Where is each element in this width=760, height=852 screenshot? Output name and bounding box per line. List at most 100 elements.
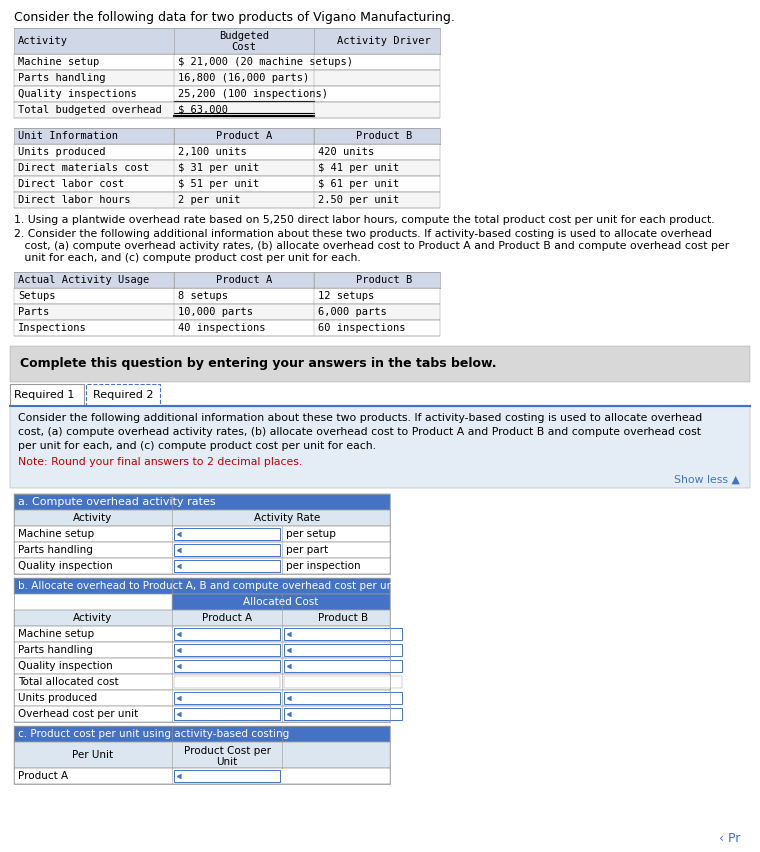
Bar [14, 494, 390, 510]
Text: Total budgeted overhead: Total budgeted overhead [18, 105, 162, 115]
Bar [14, 160, 440, 176]
Bar [174, 528, 280, 540]
Text: ‹ Pr: ‹ Pr [719, 832, 740, 844]
Text: 8 setups: 8 setups [178, 291, 228, 301]
Bar [14, 526, 390, 542]
Bar [14, 642, 390, 658]
Text: 2.50 per unit: 2.50 per unit [318, 195, 399, 205]
Bar [14, 54, 440, 70]
Text: 16,800 (16,000 parts): 16,800 (16,000 parts) [178, 73, 309, 83]
Text: Machine setup: Machine setup [18, 57, 100, 67]
Text: Required 2: Required 2 [93, 390, 154, 400]
Text: Units produced: Units produced [18, 147, 106, 157]
Bar [174, 560, 280, 572]
Text: Product A: Product A [202, 613, 252, 623]
Text: Actual Activity Usage: Actual Activity Usage [18, 275, 149, 285]
Bar [284, 676, 402, 688]
Bar [174, 692, 280, 704]
Text: $ 61 per unit: $ 61 per unit [318, 179, 399, 189]
Text: Activity Rate: Activity Rate [254, 513, 320, 523]
Text: Direct materials cost: Direct materials cost [18, 163, 149, 173]
Text: 420 units: 420 units [318, 147, 374, 157]
Bar [14, 674, 390, 690]
Text: 2,100 units: 2,100 units [178, 147, 247, 157]
Bar [14, 28, 440, 54]
Bar [174, 708, 280, 720]
Text: Activity Driver: Activity Driver [337, 36, 431, 46]
Bar [174, 628, 280, 640]
Bar [284, 644, 402, 656]
Bar [14, 706, 390, 722]
Bar [10, 346, 750, 382]
Bar [14, 610, 390, 626]
Text: $ 31 per unit: $ 31 per unit [178, 163, 259, 173]
Bar [14, 176, 440, 192]
Text: per part: per part [286, 545, 328, 555]
Text: 1. Using a plantwide overhead rate based on 5,250 direct labor hours, compute th: 1. Using a plantwide overhead rate based… [14, 215, 714, 225]
Text: Product A: Product A [216, 131, 272, 141]
Text: Product B: Product B [356, 275, 412, 285]
Text: Parts: Parts [18, 307, 49, 317]
Text: Setups: Setups [18, 291, 55, 301]
Bar [14, 726, 390, 784]
Bar [14, 690, 390, 706]
Text: Product A: Product A [216, 275, 272, 285]
Text: 2 per unit: 2 per unit [178, 195, 240, 205]
Bar [14, 494, 390, 574]
Text: unit for each, and (c) compute product cost per unit for each.: unit for each, and (c) compute product c… [14, 253, 361, 263]
Text: Machine setup: Machine setup [18, 629, 94, 639]
Text: Direct labor hours: Direct labor hours [18, 195, 131, 205]
Text: Quality inspection: Quality inspection [18, 561, 112, 571]
Text: 25,200 (100 inspections): 25,200 (100 inspections) [178, 89, 328, 99]
Bar [174, 676, 280, 688]
Bar [284, 692, 402, 704]
Text: Complete this question by entering your answers in the tabs below.: Complete this question by entering your … [20, 358, 496, 371]
Bar [14, 578, 390, 722]
Text: 40 inspections: 40 inspections [178, 323, 265, 333]
Text: $ 51 per unit: $ 51 per unit [178, 179, 259, 189]
Text: $ 21,000 (20 machine setups): $ 21,000 (20 machine setups) [178, 57, 353, 67]
Text: Parts handling: Parts handling [18, 645, 93, 655]
Bar [284, 628, 402, 640]
Text: Parts handling: Parts handling [18, 545, 93, 555]
Text: Quality inspections: Quality inspections [18, 89, 137, 99]
Bar [14, 578, 390, 594]
Bar [14, 102, 440, 118]
Bar [10, 406, 750, 488]
Bar [14, 558, 390, 574]
Bar [14, 768, 390, 784]
Bar [14, 658, 390, 674]
Text: per inspection: per inspection [286, 561, 361, 571]
Text: Unit Information: Unit Information [18, 131, 118, 141]
Text: Total allocated cost: Total allocated cost [18, 677, 119, 687]
Text: $ 41 per unit: $ 41 per unit [318, 163, 399, 173]
Text: Cost: Cost [232, 42, 256, 52]
Bar [284, 660, 402, 672]
Text: 60 inspections: 60 inspections [318, 323, 406, 333]
Bar [14, 626, 390, 642]
Text: Unit: Unit [217, 757, 238, 767]
Text: Allocated Cost: Allocated Cost [243, 597, 318, 607]
Bar [174, 644, 280, 656]
Text: Budgeted: Budgeted [219, 31, 269, 41]
Bar [14, 304, 440, 320]
Text: Product A: Product A [18, 771, 68, 781]
Text: c. Product cost per unit using activity-based costing: c. Product cost per unit using activity-… [18, 729, 290, 739]
Text: Direct labor cost: Direct labor cost [18, 179, 124, 189]
Text: per unit for each, and (c) compute product cost per unit for each.: per unit for each, and (c) compute produ… [18, 441, 376, 451]
Bar [86, 384, 160, 406]
Bar [14, 542, 390, 558]
Bar [14, 128, 440, 144]
Bar [174, 544, 280, 556]
Bar [14, 70, 440, 86]
Text: Required 1: Required 1 [14, 390, 74, 400]
Bar [14, 742, 390, 768]
Text: Units produced: Units produced [18, 693, 97, 703]
Text: Parts handling: Parts handling [18, 73, 106, 83]
Text: Show less ▲: Show less ▲ [674, 475, 740, 485]
Text: 10,000 parts: 10,000 parts [178, 307, 253, 317]
Text: Quality inspection: Quality inspection [18, 661, 112, 671]
Text: Overhead cost per unit: Overhead cost per unit [18, 709, 138, 719]
Text: Product B: Product B [318, 613, 368, 623]
Text: 2. Consider the following additional information about these two products. If ac: 2. Consider the following additional inf… [14, 229, 712, 239]
